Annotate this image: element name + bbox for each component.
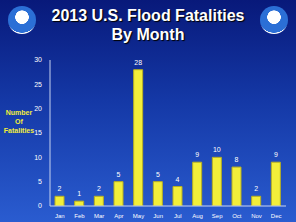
svg-text:Jun: Jun xyxy=(153,213,163,219)
svg-text:2: 2 xyxy=(58,185,62,192)
svg-text:Jul: Jul xyxy=(174,213,182,219)
svg-text:8: 8 xyxy=(235,156,239,163)
svg-text:Sep: Sep xyxy=(212,213,223,219)
svg-text:5: 5 xyxy=(156,171,160,178)
svg-text:28: 28 xyxy=(134,59,142,66)
svg-text:9: 9 xyxy=(274,151,278,158)
svg-text:15: 15 xyxy=(34,129,42,136)
svg-text:20: 20 xyxy=(34,105,42,112)
svg-text:May: May xyxy=(133,213,144,219)
svg-text:Dec: Dec xyxy=(271,213,282,219)
svg-text:5: 5 xyxy=(117,171,121,178)
html-text:Of: Of xyxy=(15,118,23,125)
svg-text:30: 30 xyxy=(34,56,42,63)
svg-text:1: 1 xyxy=(77,190,81,197)
svg-text:4: 4 xyxy=(176,176,180,183)
svg-text:25: 25 xyxy=(34,81,42,88)
svg-text:Oct: Oct xyxy=(232,213,242,219)
svg-text:Nov: Nov xyxy=(251,213,262,219)
svg-text:2: 2 xyxy=(97,185,101,192)
svg-text:5: 5 xyxy=(38,178,42,185)
svg-text:9: 9 xyxy=(195,151,199,158)
svg-text:10: 10 xyxy=(213,146,221,153)
svg-text:Feb: Feb xyxy=(74,213,85,219)
html-text:Fatalities: Fatalities xyxy=(3,127,35,134)
svg-text:Apr: Apr xyxy=(114,213,123,219)
svg-text:2: 2 xyxy=(254,185,258,192)
svg-text:Jan: Jan xyxy=(55,213,65,219)
html-text:2013 U.S. Flood Fatalities By: 2013 U.S. Flood Fatalities By Month xyxy=(51,7,245,43)
svg-text:Mar: Mar xyxy=(94,213,104,219)
svg-text:10: 10 xyxy=(34,154,42,161)
html-text:Number: Number xyxy=(5,109,33,116)
svg-text:Aug: Aug xyxy=(192,213,203,219)
svg-text:0: 0 xyxy=(38,202,42,209)
